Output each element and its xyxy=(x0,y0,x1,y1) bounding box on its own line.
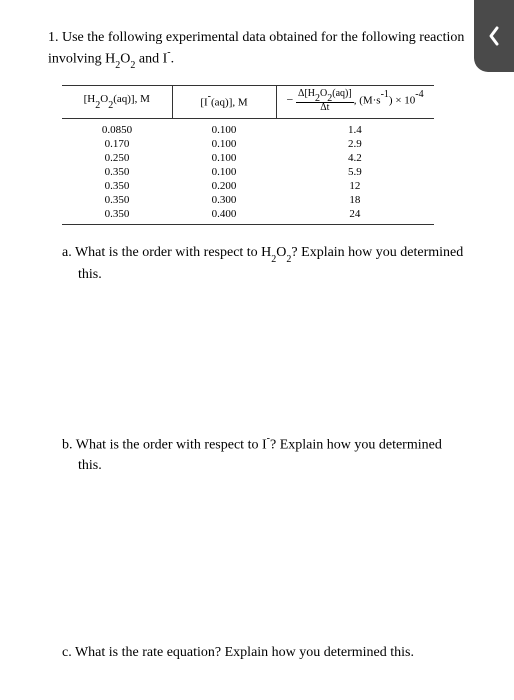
h-units-exp: -1 xyxy=(381,89,389,100)
h-col1-sub2: 2 xyxy=(108,100,113,111)
rate-den: Δt xyxy=(296,103,354,113)
b-letter: b. xyxy=(62,438,73,453)
cell: 0.350 xyxy=(62,179,172,193)
cell: 0.400 xyxy=(172,207,276,225)
intro-end: . xyxy=(171,51,175,66)
c-text: What is the rate equation? Explain how y… xyxy=(72,645,414,660)
data-table: [H2O2(aq)], M [I-(aq)], M − Δ[H2O2(aq)] … xyxy=(62,85,434,225)
a-o: O xyxy=(276,245,286,260)
h-units-pre: , (M·s xyxy=(354,95,381,107)
cell: 0.100 xyxy=(172,137,276,151)
b-sup: - xyxy=(267,433,270,444)
question-number: 1. xyxy=(48,30,59,45)
cell: 24 xyxy=(276,207,434,225)
h-col1-post: (aq)], M xyxy=(113,93,150,105)
h-units-exp2: -4 xyxy=(415,89,423,100)
intro-o: O xyxy=(120,51,130,66)
a-letter: a. xyxy=(62,245,72,260)
question-intro: 1. Use the following experimental data o… xyxy=(48,28,466,71)
h-col2-post: (aq)], M xyxy=(211,97,248,109)
h-col1-pre: [H xyxy=(84,93,96,105)
chevron-left-icon xyxy=(487,25,501,47)
h-col2-sup: - xyxy=(208,91,211,102)
cell: 4.2 xyxy=(276,151,434,165)
rate-num: Δ[H2O2(aq)] xyxy=(296,89,354,103)
table-row: 0.3500.40024 xyxy=(62,207,434,225)
table-row: 0.3500.1005.9 xyxy=(62,165,434,179)
table-row: 0.1700.1002.9 xyxy=(62,137,434,151)
page-content: 1. Use the following experimental data o… xyxy=(0,0,514,683)
intro-text-1: Use the following experimental data obta… xyxy=(62,30,358,45)
h-col3-minus: − xyxy=(287,93,294,107)
cell: 0.100 xyxy=(172,151,276,165)
sub-question-a: a. What is the order with respect to H2O… xyxy=(62,243,466,284)
cell: 18 xyxy=(276,193,434,207)
cell: 0.250 xyxy=(62,151,172,165)
table-body: 0.08500.1001.4 0.1700.1002.9 0.2500.1004… xyxy=(62,119,434,225)
cell: 0.0850 xyxy=(62,119,172,138)
sub-question-b: b. What is the order with respect to I-?… xyxy=(62,434,466,475)
table-header-row: [H2O2(aq)], M [I-(aq)], M − Δ[H2O2(aq)] … xyxy=(62,86,434,119)
table-row: 0.3500.20012 xyxy=(62,179,434,193)
sup-minus: - xyxy=(167,47,170,58)
b-text: What is the order with respect to I xyxy=(73,438,267,453)
col-header-i: [I-(aq)], M xyxy=(172,86,276,119)
h-col2-pre: [I xyxy=(200,97,207,109)
h-num-pre: Δ[H xyxy=(298,88,315,99)
cell: 1.4 xyxy=(276,119,434,138)
cell: 0.300 xyxy=(172,193,276,207)
h-col1-o: O xyxy=(100,93,108,105)
h-num-s2: 2 xyxy=(327,93,332,104)
cell: 0.100 xyxy=(172,119,276,138)
cell: 0.200 xyxy=(172,179,276,193)
cell: 5.9 xyxy=(276,165,434,179)
h-col1-sub1: 2 xyxy=(95,100,100,111)
table-row: 0.08500.1001.4 xyxy=(62,119,434,138)
sub-2: 2 xyxy=(115,60,120,71)
intro-and: and I xyxy=(135,51,167,66)
h-num-post: (aq)] xyxy=(332,88,351,99)
side-tab-button[interactable] xyxy=(474,0,514,72)
cell: 0.170 xyxy=(62,137,172,151)
table-row: 0.2500.1004.2 xyxy=(62,151,434,165)
cell: 2.9 xyxy=(276,137,434,151)
a-text1: What is the order with respect to H xyxy=(72,245,272,260)
col-header-h2o2: [H2O2(aq)], M xyxy=(62,86,172,119)
c-letter: c. xyxy=(62,645,72,660)
cell: 0.350 xyxy=(62,193,172,207)
col-header-rate: − Δ[H2O2(aq)] Δt , (M·s-1) × 10-4 xyxy=(276,86,434,119)
h-units-post: ) × 10 xyxy=(389,95,415,107)
cell: 0.350 xyxy=(62,207,172,225)
cell: 12 xyxy=(276,179,434,193)
sub-2b: 2 xyxy=(130,60,135,71)
h-num-s1: 2 xyxy=(315,93,320,104)
a-sub2: 2 xyxy=(286,254,291,265)
a-sub1: 2 xyxy=(271,254,276,265)
rate-fraction: Δ[H2O2(aq)] Δt xyxy=(296,89,354,113)
sub-question-c: c. What is the rate equation? Explain ho… xyxy=(62,643,466,663)
cell: 0.100 xyxy=(172,165,276,179)
cell: 0.350 xyxy=(62,165,172,179)
table-row: 0.3500.30018 xyxy=(62,193,434,207)
